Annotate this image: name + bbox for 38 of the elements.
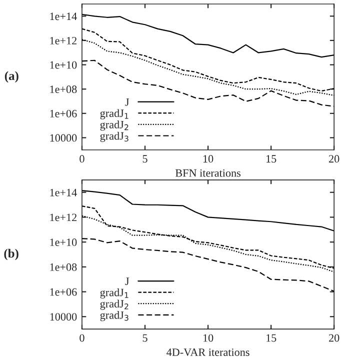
- y-tick-label: 1e+12: [50, 214, 77, 222]
- line-series: [82, 14, 334, 58]
- legend-label: gradJ$_{1}$: [100, 109, 128, 120]
- y-tick-label: 1e+06: [50, 110, 77, 118]
- line-series: [82, 190, 334, 232]
- x-tick-label: 15: [266, 334, 276, 342]
- x-axis-title: 4D-VAR iterations: [166, 348, 250, 356]
- x-tick-label: 0: [80, 155, 84, 163]
- y-tick-label: 1e+08: [50, 263, 77, 271]
- legend-label: gradJ$_{2}$: [100, 120, 128, 131]
- y-tick-label: 1e+12: [50, 36, 77, 44]
- text: (b): [4, 248, 18, 260]
- y-tick-label: 1e+14: [50, 188, 77, 196]
- x-tick-label: 20: [329, 334, 340, 342]
- x-tick-label: 15: [266, 155, 276, 163]
- legend-label: gradJ$_{1}$: [100, 288, 128, 298]
- x-axis-title: BFN iterations: [175, 169, 240, 177]
- line-series: [82, 205, 334, 269]
- x-tick-label: 5: [142, 334, 148, 342]
- x-tick-label: 10: [203, 334, 214, 342]
- x-tick-label: 0: [80, 334, 84, 342]
- line-series: [82, 28, 334, 92]
- y-tick-label: 1e+14: [50, 12, 77, 20]
- legend-label: J: [125, 98, 130, 106]
- legend-label: J: [125, 278, 130, 286]
- y-tick-label: 1e+10: [50, 61, 77, 69]
- x-tick-label: 5: [142, 155, 148, 163]
- y-tick-label: 1e+06: [50, 288, 77, 296]
- text: (a): [4, 71, 18, 83]
- x-tick-label: 20: [329, 155, 340, 163]
- x-tick-label: 10: [203, 155, 214, 163]
- y-tick-label: 1e+08: [50, 86, 77, 94]
- y-tick-label: 1e+10: [50, 238, 77, 246]
- legend-label: gradJ$_{3}$: [100, 311, 128, 322]
- legend-label: gradJ$_{3}$: [100, 132, 128, 142]
- y-tick-label: 10000: [50, 313, 77, 321]
- y-tick-label: 10000: [50, 134, 77, 142]
- legend-label: gradJ$_{2}$: [100, 300, 128, 310]
